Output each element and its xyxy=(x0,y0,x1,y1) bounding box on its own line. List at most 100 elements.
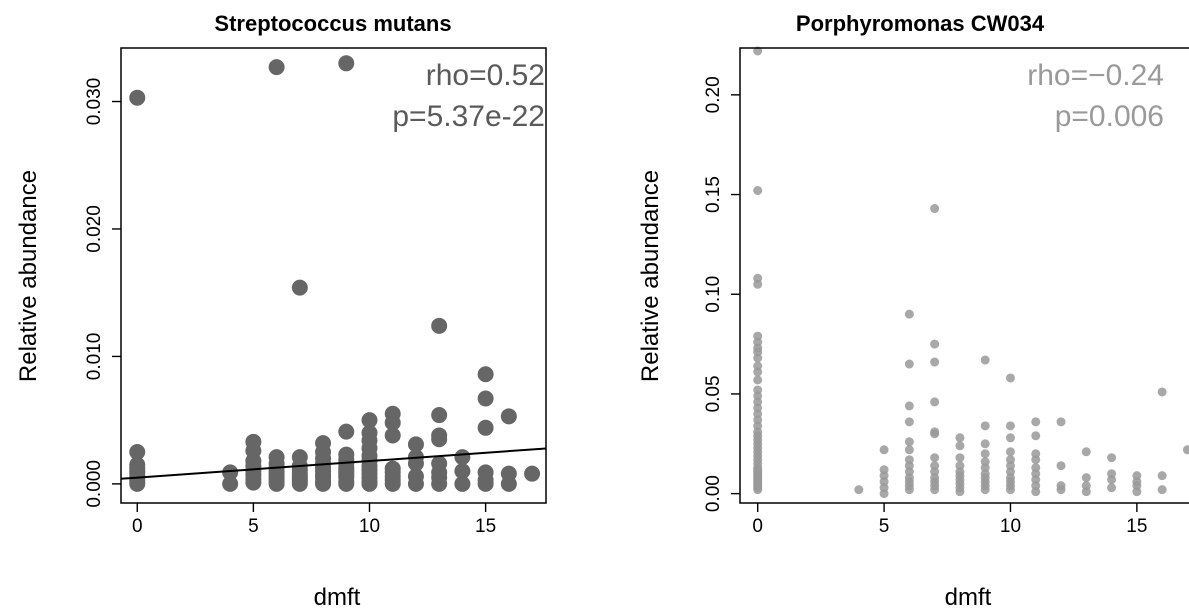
data-point xyxy=(1031,417,1041,427)
data-point xyxy=(500,408,517,425)
data-point xyxy=(268,475,285,492)
overlay xyxy=(120,447,547,480)
data-point xyxy=(129,444,146,461)
data-point xyxy=(930,485,940,495)
data-point xyxy=(1081,447,1091,457)
y-tick-label: 0.010 xyxy=(84,333,105,381)
data-point xyxy=(980,421,990,431)
data-point xyxy=(222,464,239,481)
data-point xyxy=(930,357,940,367)
data-point xyxy=(904,437,914,447)
data-point xyxy=(431,407,448,424)
panel-title: Streptococcus mutans xyxy=(214,11,451,36)
data-point xyxy=(454,463,471,480)
x-tick-label: 10 xyxy=(359,516,380,537)
x-tick-label: 15 xyxy=(475,516,496,537)
ticks: 0 5 10 15 0.000 0.010 0.020 0.030 xyxy=(84,78,496,537)
y-tick-label: 0.15 xyxy=(703,176,724,213)
x-tick-label: 5 xyxy=(879,516,890,537)
data-point xyxy=(431,475,448,492)
data-point xyxy=(384,414,401,431)
data-point xyxy=(904,485,914,495)
data-point xyxy=(291,279,308,296)
data-point xyxy=(879,445,889,455)
data-point xyxy=(930,453,940,463)
data-point xyxy=(454,475,471,492)
trend-line xyxy=(120,447,547,480)
data-point xyxy=(1081,473,1091,483)
data-point xyxy=(980,449,990,459)
data-point xyxy=(1081,487,1091,497)
y-tick-label: 0.020 xyxy=(84,205,105,253)
data-point xyxy=(980,355,990,365)
data-point xyxy=(930,429,940,439)
x-tick-label: 0 xyxy=(132,516,143,537)
data-point xyxy=(361,412,378,429)
x-tick-label: 0 xyxy=(752,516,763,537)
data-point xyxy=(1107,483,1117,493)
data-point xyxy=(930,204,940,214)
data-point xyxy=(477,366,494,383)
x-tick-label: 5 xyxy=(248,516,259,537)
y-tick-label: 0.030 xyxy=(84,78,105,126)
data-point xyxy=(407,436,424,453)
x-tick-label: 15 xyxy=(1126,516,1147,537)
plot-frame xyxy=(739,47,1189,504)
points xyxy=(753,46,1189,499)
plot-frame xyxy=(120,47,547,504)
x-axis-label: dmft xyxy=(945,584,992,610)
data-point xyxy=(338,475,355,492)
data-point xyxy=(955,453,965,463)
data-point xyxy=(1157,387,1167,397)
data-point xyxy=(930,397,940,407)
y-axis-label: Relative abundance xyxy=(637,170,664,382)
data-point xyxy=(477,419,494,436)
panel-porphyromonas: Porphyromonas CW034 dmft Relative abunda… xyxy=(637,11,1189,610)
x-axis-label: dmft xyxy=(314,584,361,610)
data-point xyxy=(407,475,424,492)
data-point xyxy=(1005,373,1015,383)
data-point xyxy=(1031,455,1041,465)
data-point xyxy=(524,465,541,482)
data-point xyxy=(753,367,763,377)
data-point xyxy=(268,59,285,76)
data-point xyxy=(245,474,262,491)
panel-title: Porphyromonas CW034 xyxy=(796,11,1045,36)
data-point xyxy=(338,55,355,72)
panel-streptococcus: Streptococcus mutans dmft Relative abund… xyxy=(15,11,547,610)
data-point xyxy=(904,445,914,455)
data-point xyxy=(904,401,914,411)
data-point xyxy=(955,487,965,497)
data-point xyxy=(222,475,239,492)
data-point xyxy=(955,433,965,443)
y-axis-label: Relative abundance xyxy=(15,170,42,382)
data-point xyxy=(753,375,763,385)
stat-rho: rho=−0.24 xyxy=(1027,59,1164,92)
data-point xyxy=(500,475,517,492)
data-point xyxy=(1005,485,1015,495)
y-tick-label: 0.00 xyxy=(703,475,724,512)
data-point xyxy=(384,475,401,492)
y-tick-label: 0.000 xyxy=(84,460,105,508)
data-point xyxy=(904,417,914,427)
data-point xyxy=(291,475,308,492)
data-point xyxy=(1157,485,1167,495)
data-point xyxy=(753,485,763,495)
data-point xyxy=(1132,487,1142,497)
data-point xyxy=(431,317,448,334)
data-point xyxy=(753,353,763,363)
data-point xyxy=(338,423,355,440)
y-tick-label: 0.10 xyxy=(703,276,724,313)
data-point xyxy=(1107,475,1117,485)
data-point xyxy=(980,485,990,495)
data-point xyxy=(1056,485,1066,495)
data-point xyxy=(1005,447,1015,457)
data-point xyxy=(753,279,763,289)
data-point xyxy=(753,186,763,196)
data-point xyxy=(361,475,378,492)
data-point xyxy=(384,427,401,444)
data-point xyxy=(980,439,990,449)
data-point xyxy=(1056,461,1066,471)
data-point xyxy=(454,449,471,466)
